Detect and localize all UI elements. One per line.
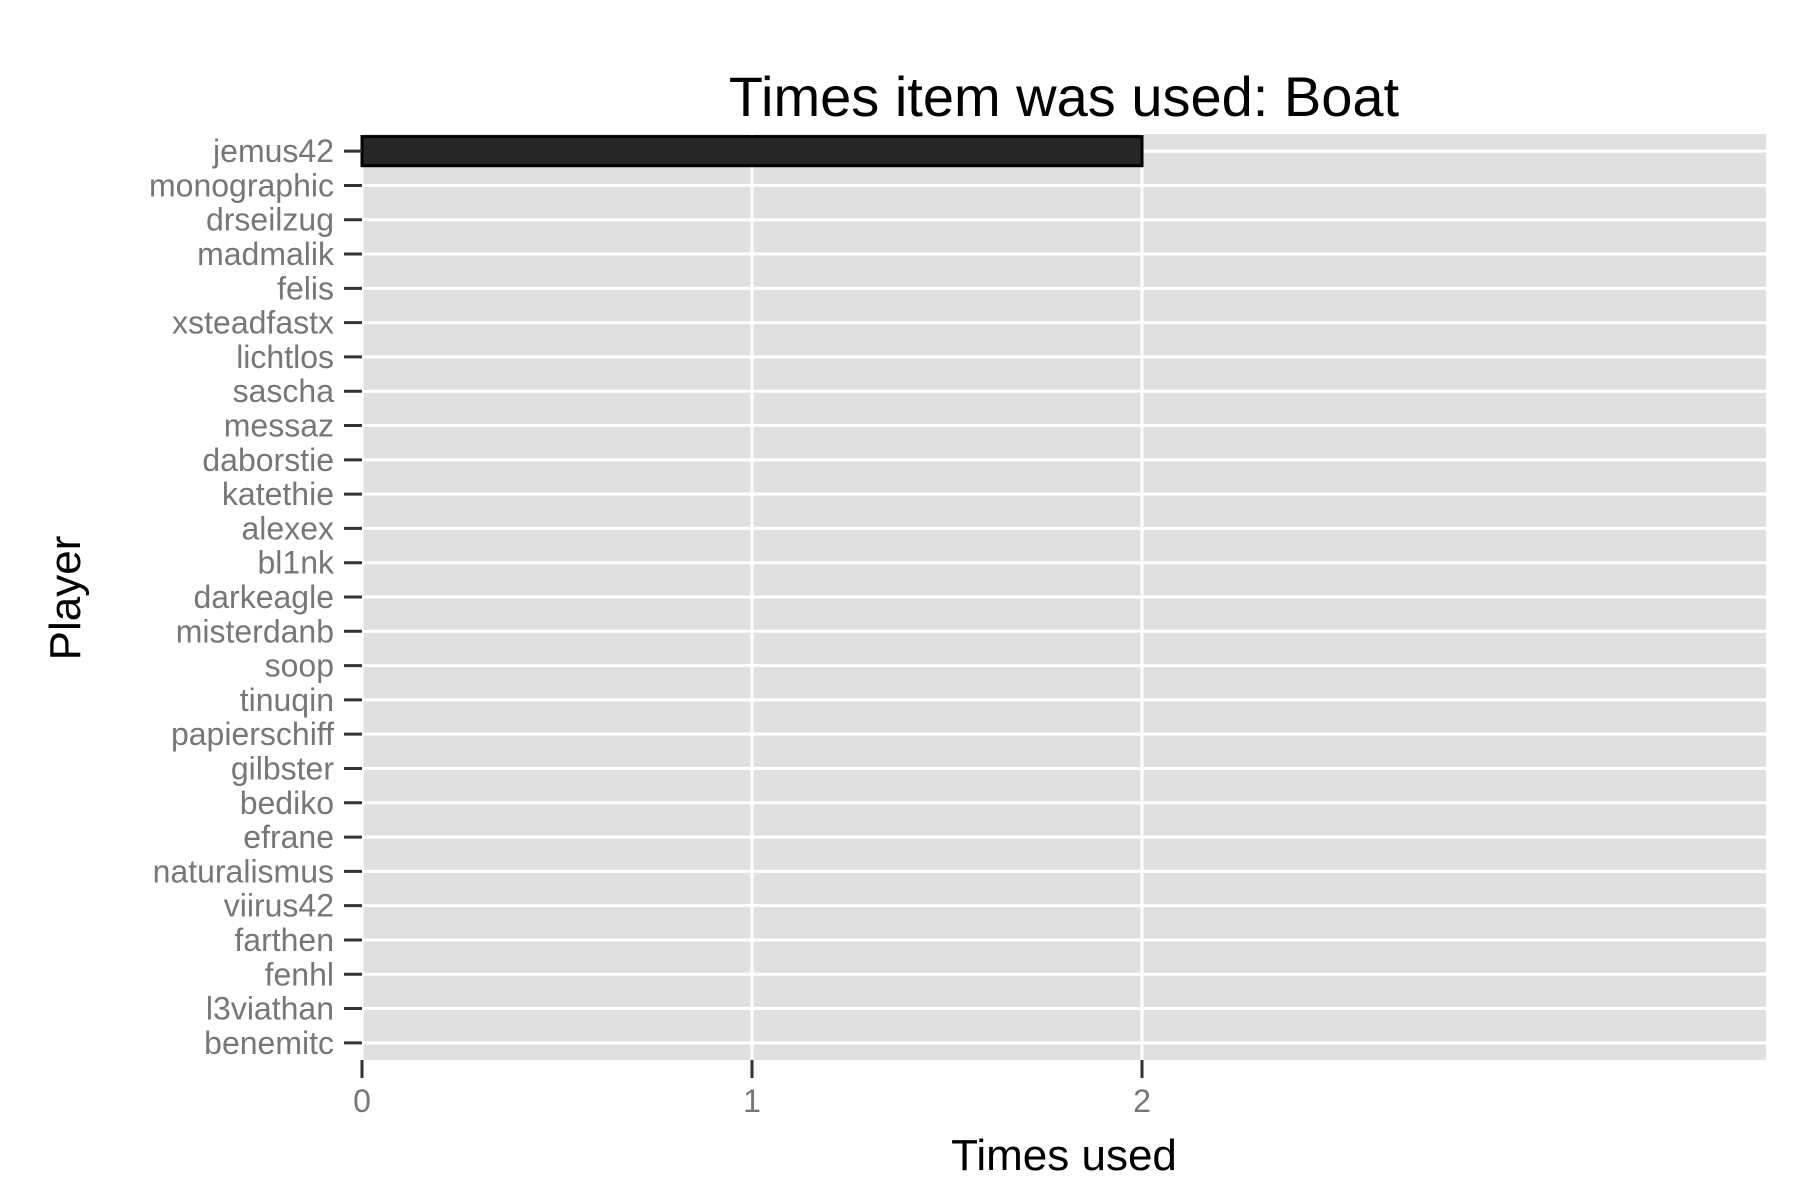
y-tick-label: alexex xyxy=(242,510,335,546)
y-tick-label: madmalik xyxy=(197,236,335,272)
y-tick-label: farthen xyxy=(234,922,334,958)
y-tick-label: l3viathan xyxy=(206,991,334,1027)
y-tick-label: sascha xyxy=(233,373,335,409)
y-tick-label: viirus42 xyxy=(224,888,334,924)
y-tick-label: efrane xyxy=(243,819,334,855)
y-tick-label: monographic xyxy=(149,167,334,203)
y-tick-label: felis xyxy=(277,270,334,306)
y-tick-label: katethie xyxy=(222,476,334,512)
y-tick-label: bediko xyxy=(240,785,334,821)
y-tick-label: gilbster xyxy=(231,750,335,786)
y-axis-ticks: jemus42monographicdrseilzugmadmalikfelis… xyxy=(149,133,362,1061)
y-tick-label: daborstie xyxy=(202,442,334,478)
y-tick-label: naturalismus xyxy=(153,853,334,889)
x-axis-ticks: 0 1 2 xyxy=(353,1060,1151,1119)
y-tick-label: jemus42 xyxy=(212,133,334,169)
grid-lines xyxy=(360,134,1766,1060)
y-tick-label: messaz xyxy=(224,408,334,444)
bar-jemus42 xyxy=(360,135,1144,168)
y-tick-label: darkeagle xyxy=(193,579,334,615)
y-axis-title: Player xyxy=(41,536,90,661)
y-tick-label: drseilzug xyxy=(206,202,334,238)
x-tick-label: 0 xyxy=(353,1083,371,1119)
y-tick-label: benemitc xyxy=(204,1025,334,1061)
y-tick-label: lichtlos xyxy=(236,339,334,375)
y-tick-label: tinuqin xyxy=(240,682,334,718)
y-tick-label: misterdanb xyxy=(176,613,334,649)
y-tick-label: soop xyxy=(265,648,334,684)
y-tick-label: fenhl xyxy=(265,956,334,992)
chart-title: Times item was used: Boat xyxy=(729,65,1400,128)
bars xyxy=(360,135,1144,168)
x-tick-label: 1 xyxy=(743,1083,761,1119)
y-tick-label: papierschiff xyxy=(171,716,334,752)
x-axis-title: Times used xyxy=(951,1131,1177,1180)
y-tick-label: xsteadfastx xyxy=(172,305,334,341)
y-tick-label: bl1nk xyxy=(258,545,336,581)
x-tick-label: 2 xyxy=(1133,1083,1151,1119)
